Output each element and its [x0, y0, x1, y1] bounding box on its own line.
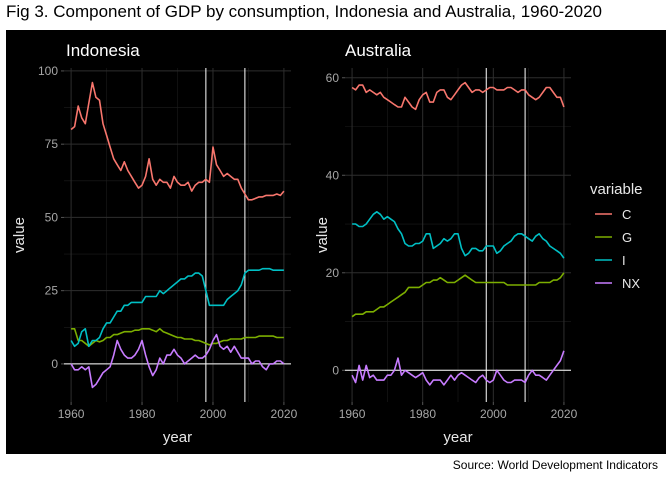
y-tick-label: 0	[332, 363, 339, 377]
x-tick-label: 1960	[58, 407, 85, 421]
y-tick-label: 75	[45, 137, 59, 151]
y-tick-label: 50	[45, 210, 59, 224]
panel-title: Australia	[345, 41, 412, 60]
y-axis-title: value	[314, 217, 331, 253]
x-tick-label: 1980	[129, 407, 156, 421]
legend-title: variable	[590, 181, 643, 198]
legend-label-g: G	[622, 230, 632, 245]
x-axis-title: year	[443, 429, 472, 446]
x-tick-label: 2020	[271, 407, 298, 421]
y-tick-label: 20	[326, 266, 340, 280]
x-tick-label: 1960	[339, 407, 366, 421]
legend-label-nx: NX	[622, 276, 640, 291]
x-tick-label: 2000	[480, 407, 507, 421]
source-note: Source: World Development Indicators	[453, 458, 658, 472]
y-tick-label: 25	[45, 284, 59, 298]
y-tick-label: 0	[51, 357, 58, 371]
x-tick-label: 2000	[200, 407, 227, 421]
x-tick-label: 2020	[551, 407, 578, 421]
y-tick-label: 60	[326, 71, 340, 85]
panel-indonesia: 1960 1980 2000 2020 0 25 50 75 100 Indonesia year v…	[11, 41, 298, 446]
x-axis-title: year	[163, 429, 192, 446]
y-axis-title: value	[11, 217, 28, 253]
panel-title: Indonesia	[66, 41, 140, 60]
x-tick-label: 1980	[409, 407, 436, 421]
legend-label-i: I	[622, 253, 626, 268]
y-tick-label: 100	[38, 64, 58, 78]
panel-australia: 1960 1980 2000 2020 0 20 40 60 Australia year valu…	[314, 41, 578, 446]
legend: variable CGI NX	[590, 181, 643, 291]
legend-label-c: C	[622, 207, 631, 222]
y-tick-label: 40	[326, 168, 340, 182]
